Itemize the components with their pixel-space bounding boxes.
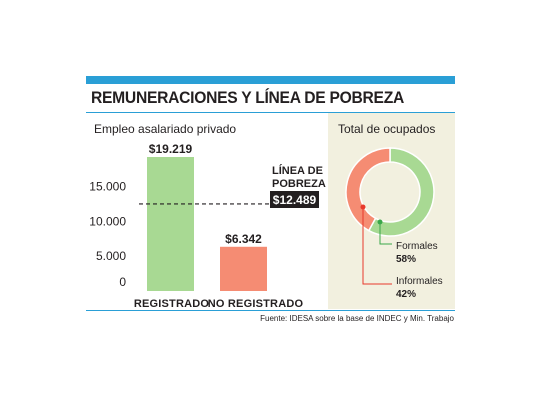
informales-leader-line [362,207,392,285]
category-label: NO REGISTRADO [208,298,304,310]
poverty-value-badge [270,191,319,208]
formales-percent: 58% [396,254,416,265]
poverty-value-label: $12.489 [273,193,317,207]
pie-slice-informales [345,147,391,232]
pie-chart-subtitle: Total de ocupados [338,122,436,136]
poverty-label: POBREZA [272,178,326,190]
bar-registrado [147,157,194,291]
formales-leader-line [379,222,392,245]
pie-slice-formales [367,147,435,237]
y-tick-label: 15.000 [89,179,126,193]
informales-percent: 42% [396,289,416,300]
bottom-divider [86,310,455,311]
source-note: Fuente: IDESA sobre la base de INDEC y M… [260,314,454,323]
y-tick-label: 5.000 [96,249,126,263]
bar-no-registrado [220,246,267,291]
page-title: REMUNERACIONES Y LÍNEA DE POBREZA [91,88,405,107]
y-tick-label: 10.000 [89,214,126,228]
informales-label: Informales [396,276,443,287]
formales-label: Formales [396,241,438,252]
bar-value-label: $19.219 [149,142,193,156]
poverty-label: LÍNEA DE [272,164,323,177]
title-divider [86,112,455,113]
top-accent-bar [86,76,455,84]
category-label: REGISTRADO [134,298,210,310]
bar-value-label: $6.342 [225,232,262,246]
bar-chart-subtitle: Empleo asalariado privado [94,122,237,136]
pie-panel-background [328,113,455,309]
y-tick-label: 0 [119,275,126,289]
